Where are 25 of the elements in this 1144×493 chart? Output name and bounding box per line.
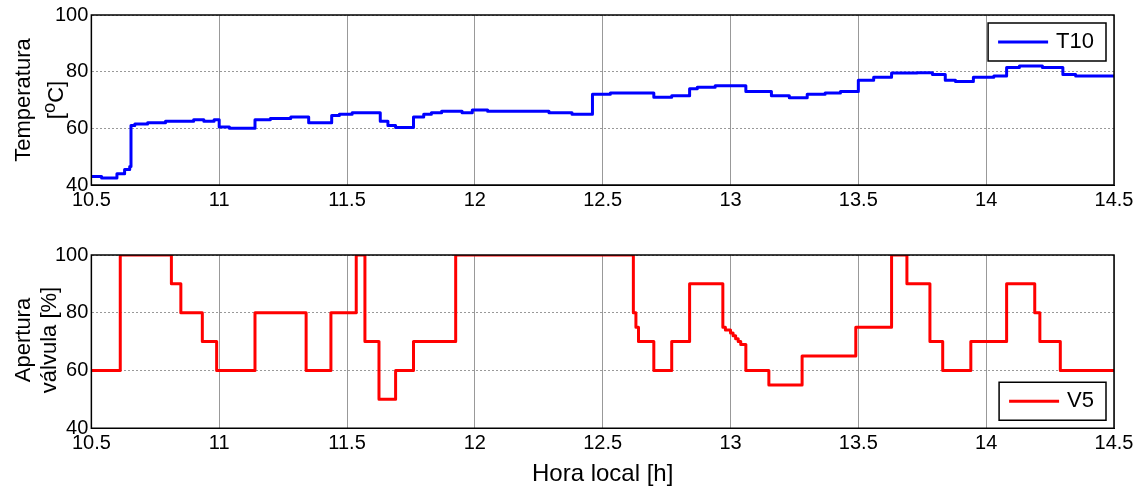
x-tick-label: 11.5 xyxy=(328,430,366,453)
y-tick-label: 60 xyxy=(66,357,89,380)
x-tick-label: 11 xyxy=(208,430,230,453)
x-tick-label: 14.5 xyxy=(1094,187,1134,210)
y-tick-label: 80 xyxy=(66,59,89,82)
x-tick-label: 13 xyxy=(719,187,742,210)
y-tick-label: 80 xyxy=(66,300,89,323)
x-tick-label: 13 xyxy=(719,430,742,453)
x-tick-label: 13.5 xyxy=(838,187,878,210)
legend-label: T10 xyxy=(1056,28,1095,54)
x-tick-label: 12.5 xyxy=(583,187,623,210)
x-tick-label: 11.5 xyxy=(328,187,366,210)
y-tick-label: 100 xyxy=(54,242,89,265)
x-axis-title: Hora local [h] xyxy=(531,459,674,487)
y-axis-title: Apertura válvula [%] xyxy=(10,286,61,394)
x-tick-label: 14 xyxy=(975,430,998,453)
x-tick-label: 12 xyxy=(463,430,486,453)
x-tick-label: 13.5 xyxy=(838,430,878,453)
legend-label: V5 xyxy=(1067,387,1095,413)
x-tick-label: 12.5 xyxy=(583,430,623,453)
x-tick-label: 12 xyxy=(463,187,486,210)
y-tick-label: 100 xyxy=(54,2,89,25)
x-tick-label: 14.5 xyxy=(1094,430,1134,453)
x-tick-label: 14 xyxy=(975,187,998,210)
x-tick-label: 11 xyxy=(208,187,230,210)
